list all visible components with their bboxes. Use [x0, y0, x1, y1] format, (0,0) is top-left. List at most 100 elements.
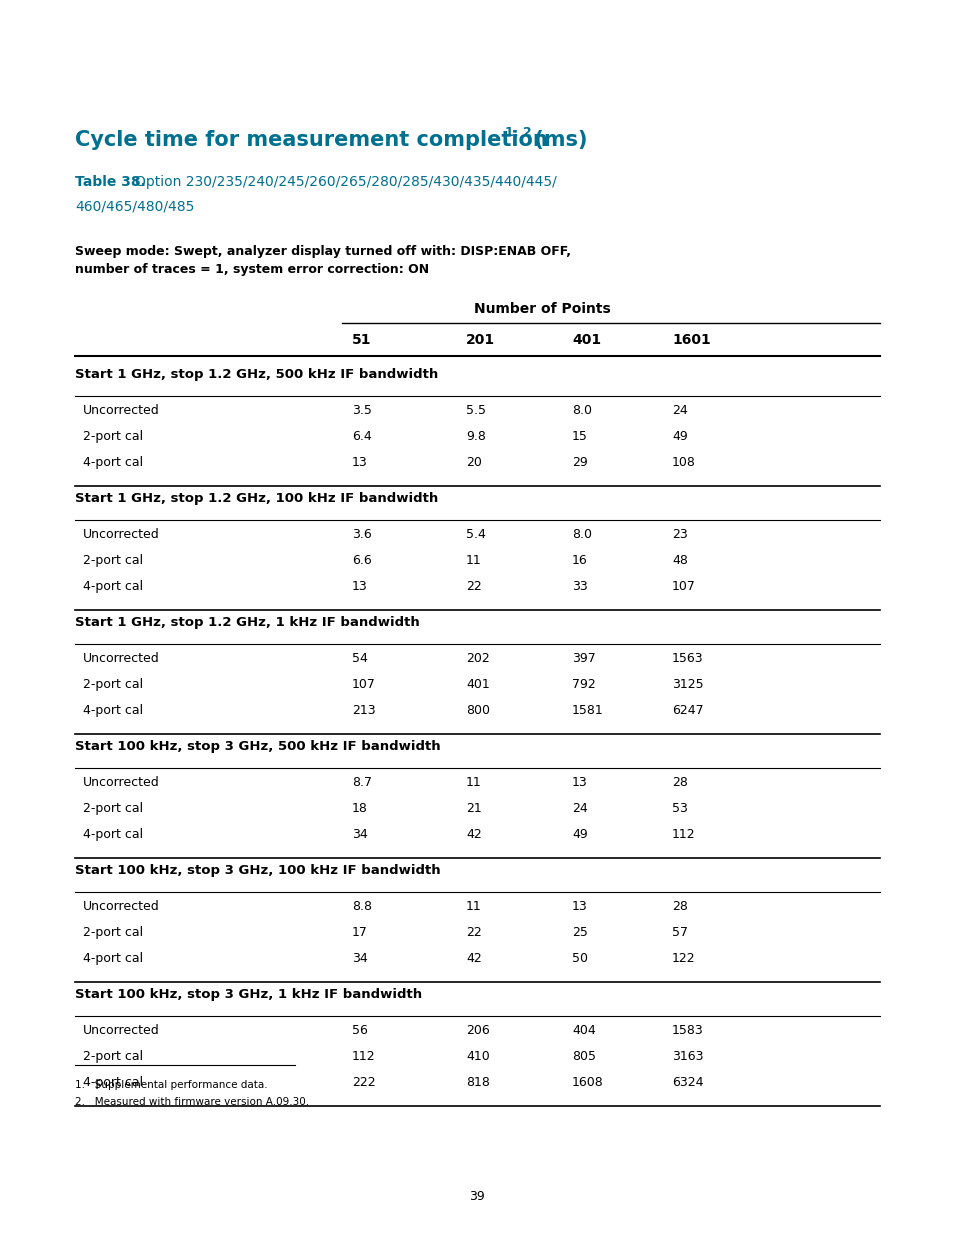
Text: 2-port cal: 2-port cal	[83, 555, 143, 567]
Text: 49: 49	[671, 430, 687, 443]
Text: 206: 206	[465, 1024, 489, 1037]
Text: 8.8: 8.8	[352, 900, 372, 913]
Text: 56: 56	[352, 1024, 368, 1037]
Text: 13: 13	[572, 900, 587, 913]
Text: 11: 11	[465, 900, 481, 913]
Text: 49: 49	[572, 827, 587, 841]
Text: 53: 53	[671, 802, 687, 815]
Text: Uncorrected: Uncorrected	[83, 529, 159, 541]
Text: 401: 401	[465, 678, 489, 692]
Text: 42: 42	[465, 952, 481, 965]
Text: Uncorrected: Uncorrected	[83, 652, 159, 664]
Text: 4-port cal: 4-port cal	[83, 952, 143, 965]
Text: 107: 107	[671, 580, 695, 593]
Text: 2-port cal: 2-port cal	[83, 430, 143, 443]
Text: 57: 57	[671, 926, 687, 939]
Text: 4-port cal: 4-port cal	[83, 704, 143, 718]
Text: 1, 2: 1, 2	[504, 126, 531, 140]
Text: 404: 404	[572, 1024, 595, 1037]
Text: 50: 50	[572, 952, 587, 965]
Text: 33: 33	[572, 580, 587, 593]
Text: 3163: 3163	[671, 1050, 702, 1063]
Text: 6247: 6247	[671, 704, 703, 718]
Text: 42: 42	[465, 827, 481, 841]
Text: 2-port cal: 2-port cal	[83, 678, 143, 692]
Text: 13: 13	[352, 456, 367, 469]
Text: 805: 805	[572, 1050, 596, 1063]
Text: 792: 792	[572, 678, 595, 692]
Text: 29: 29	[572, 456, 587, 469]
Text: 112: 112	[352, 1050, 375, 1063]
Text: 2-port cal: 2-port cal	[83, 926, 143, 939]
Text: Start 100 kHz, stop 3 GHz, 500 kHz IF bandwidth: Start 100 kHz, stop 3 GHz, 500 kHz IF ba…	[75, 740, 440, 753]
Text: 107: 107	[352, 678, 375, 692]
Text: 1583: 1583	[671, 1024, 703, 1037]
Text: 800: 800	[465, 704, 490, 718]
Text: 818: 818	[465, 1076, 489, 1089]
Text: 222: 222	[352, 1076, 375, 1089]
Text: 4-port cal: 4-port cal	[83, 1076, 143, 1089]
Text: 48: 48	[671, 555, 687, 567]
Text: 8.0: 8.0	[572, 404, 592, 417]
Text: 1.   Supplemental performance data.: 1. Supplemental performance data.	[75, 1079, 268, 1091]
Text: 122: 122	[671, 952, 695, 965]
Text: 8.7: 8.7	[352, 776, 372, 789]
Text: 18: 18	[352, 802, 368, 815]
Text: 460/465/480/485: 460/465/480/485	[75, 200, 194, 214]
Text: 24: 24	[671, 404, 687, 417]
Text: 15: 15	[572, 430, 587, 443]
Text: 202: 202	[465, 652, 489, 664]
Text: 9.8: 9.8	[465, 430, 485, 443]
Text: 34: 34	[352, 827, 367, 841]
Text: 213: 213	[352, 704, 375, 718]
Text: 401: 401	[572, 333, 600, 347]
Text: 1581: 1581	[572, 704, 603, 718]
Text: 13: 13	[352, 580, 367, 593]
Text: 22: 22	[465, 580, 481, 593]
Text: Start 1 GHz, stop 1.2 GHz, 100 kHz IF bandwidth: Start 1 GHz, stop 1.2 GHz, 100 kHz IF ba…	[75, 492, 437, 505]
Text: 8.0: 8.0	[572, 529, 592, 541]
Text: 23: 23	[671, 529, 687, 541]
Text: 410: 410	[465, 1050, 489, 1063]
Text: Sweep mode: Swept, analyzer display turned off with: DISP:ENAB OFF,: Sweep mode: Swept, analyzer display turn…	[75, 245, 571, 258]
Text: 16: 16	[572, 555, 587, 567]
Text: 2-port cal: 2-port cal	[83, 802, 143, 815]
Text: 17: 17	[352, 926, 368, 939]
Text: 4-port cal: 4-port cal	[83, 827, 143, 841]
Text: 3.5: 3.5	[352, 404, 372, 417]
Text: Uncorrected: Uncorrected	[83, 900, 159, 913]
Text: 201: 201	[465, 333, 495, 347]
Text: 2.   Measured with firmware version A.09.30.: 2. Measured with firmware version A.09.3…	[75, 1097, 309, 1107]
Text: Start 1 GHz, stop 1.2 GHz, 500 kHz IF bandwidth: Start 1 GHz, stop 1.2 GHz, 500 kHz IF ba…	[75, 368, 437, 382]
Text: 112: 112	[671, 827, 695, 841]
Text: 5.5: 5.5	[465, 404, 485, 417]
Text: 54: 54	[352, 652, 368, 664]
Text: 13: 13	[572, 776, 587, 789]
Text: Cycle time for measurement completion: Cycle time for measurement completion	[75, 130, 547, 149]
Text: (ms): (ms)	[526, 130, 587, 149]
Text: Uncorrected: Uncorrected	[83, 776, 159, 789]
Text: Table 38.: Table 38.	[75, 175, 146, 189]
Text: 397: 397	[572, 652, 595, 664]
Text: 20: 20	[465, 456, 481, 469]
Text: 3125: 3125	[671, 678, 703, 692]
Text: 22: 22	[465, 926, 481, 939]
Text: 21: 21	[465, 802, 481, 815]
Text: 6.6: 6.6	[352, 555, 372, 567]
Text: Start 1 GHz, stop 1.2 GHz, 1 kHz IF bandwidth: Start 1 GHz, stop 1.2 GHz, 1 kHz IF band…	[75, 616, 419, 629]
Text: Uncorrected: Uncorrected	[83, 1024, 159, 1037]
Text: Start 100 kHz, stop 3 GHz, 1 kHz IF bandwidth: Start 100 kHz, stop 3 GHz, 1 kHz IF band…	[75, 988, 421, 1002]
Text: 25: 25	[572, 926, 587, 939]
Text: 24: 24	[572, 802, 587, 815]
Text: 51: 51	[352, 333, 371, 347]
Text: 11: 11	[465, 555, 481, 567]
Text: 34: 34	[352, 952, 367, 965]
Text: 6324: 6324	[671, 1076, 702, 1089]
Text: 108: 108	[671, 456, 695, 469]
Text: Option 230/235/240/245/260/265/280/285/430/435/440/445/: Option 230/235/240/245/260/265/280/285/4…	[135, 175, 557, 189]
Text: Start 100 kHz, stop 3 GHz, 100 kHz IF bandwidth: Start 100 kHz, stop 3 GHz, 100 kHz IF ba…	[75, 864, 440, 877]
Text: 6.4: 6.4	[352, 430, 372, 443]
Text: 28: 28	[671, 900, 687, 913]
Text: 1563: 1563	[671, 652, 703, 664]
Text: Number of Points: Number of Points	[473, 303, 610, 316]
